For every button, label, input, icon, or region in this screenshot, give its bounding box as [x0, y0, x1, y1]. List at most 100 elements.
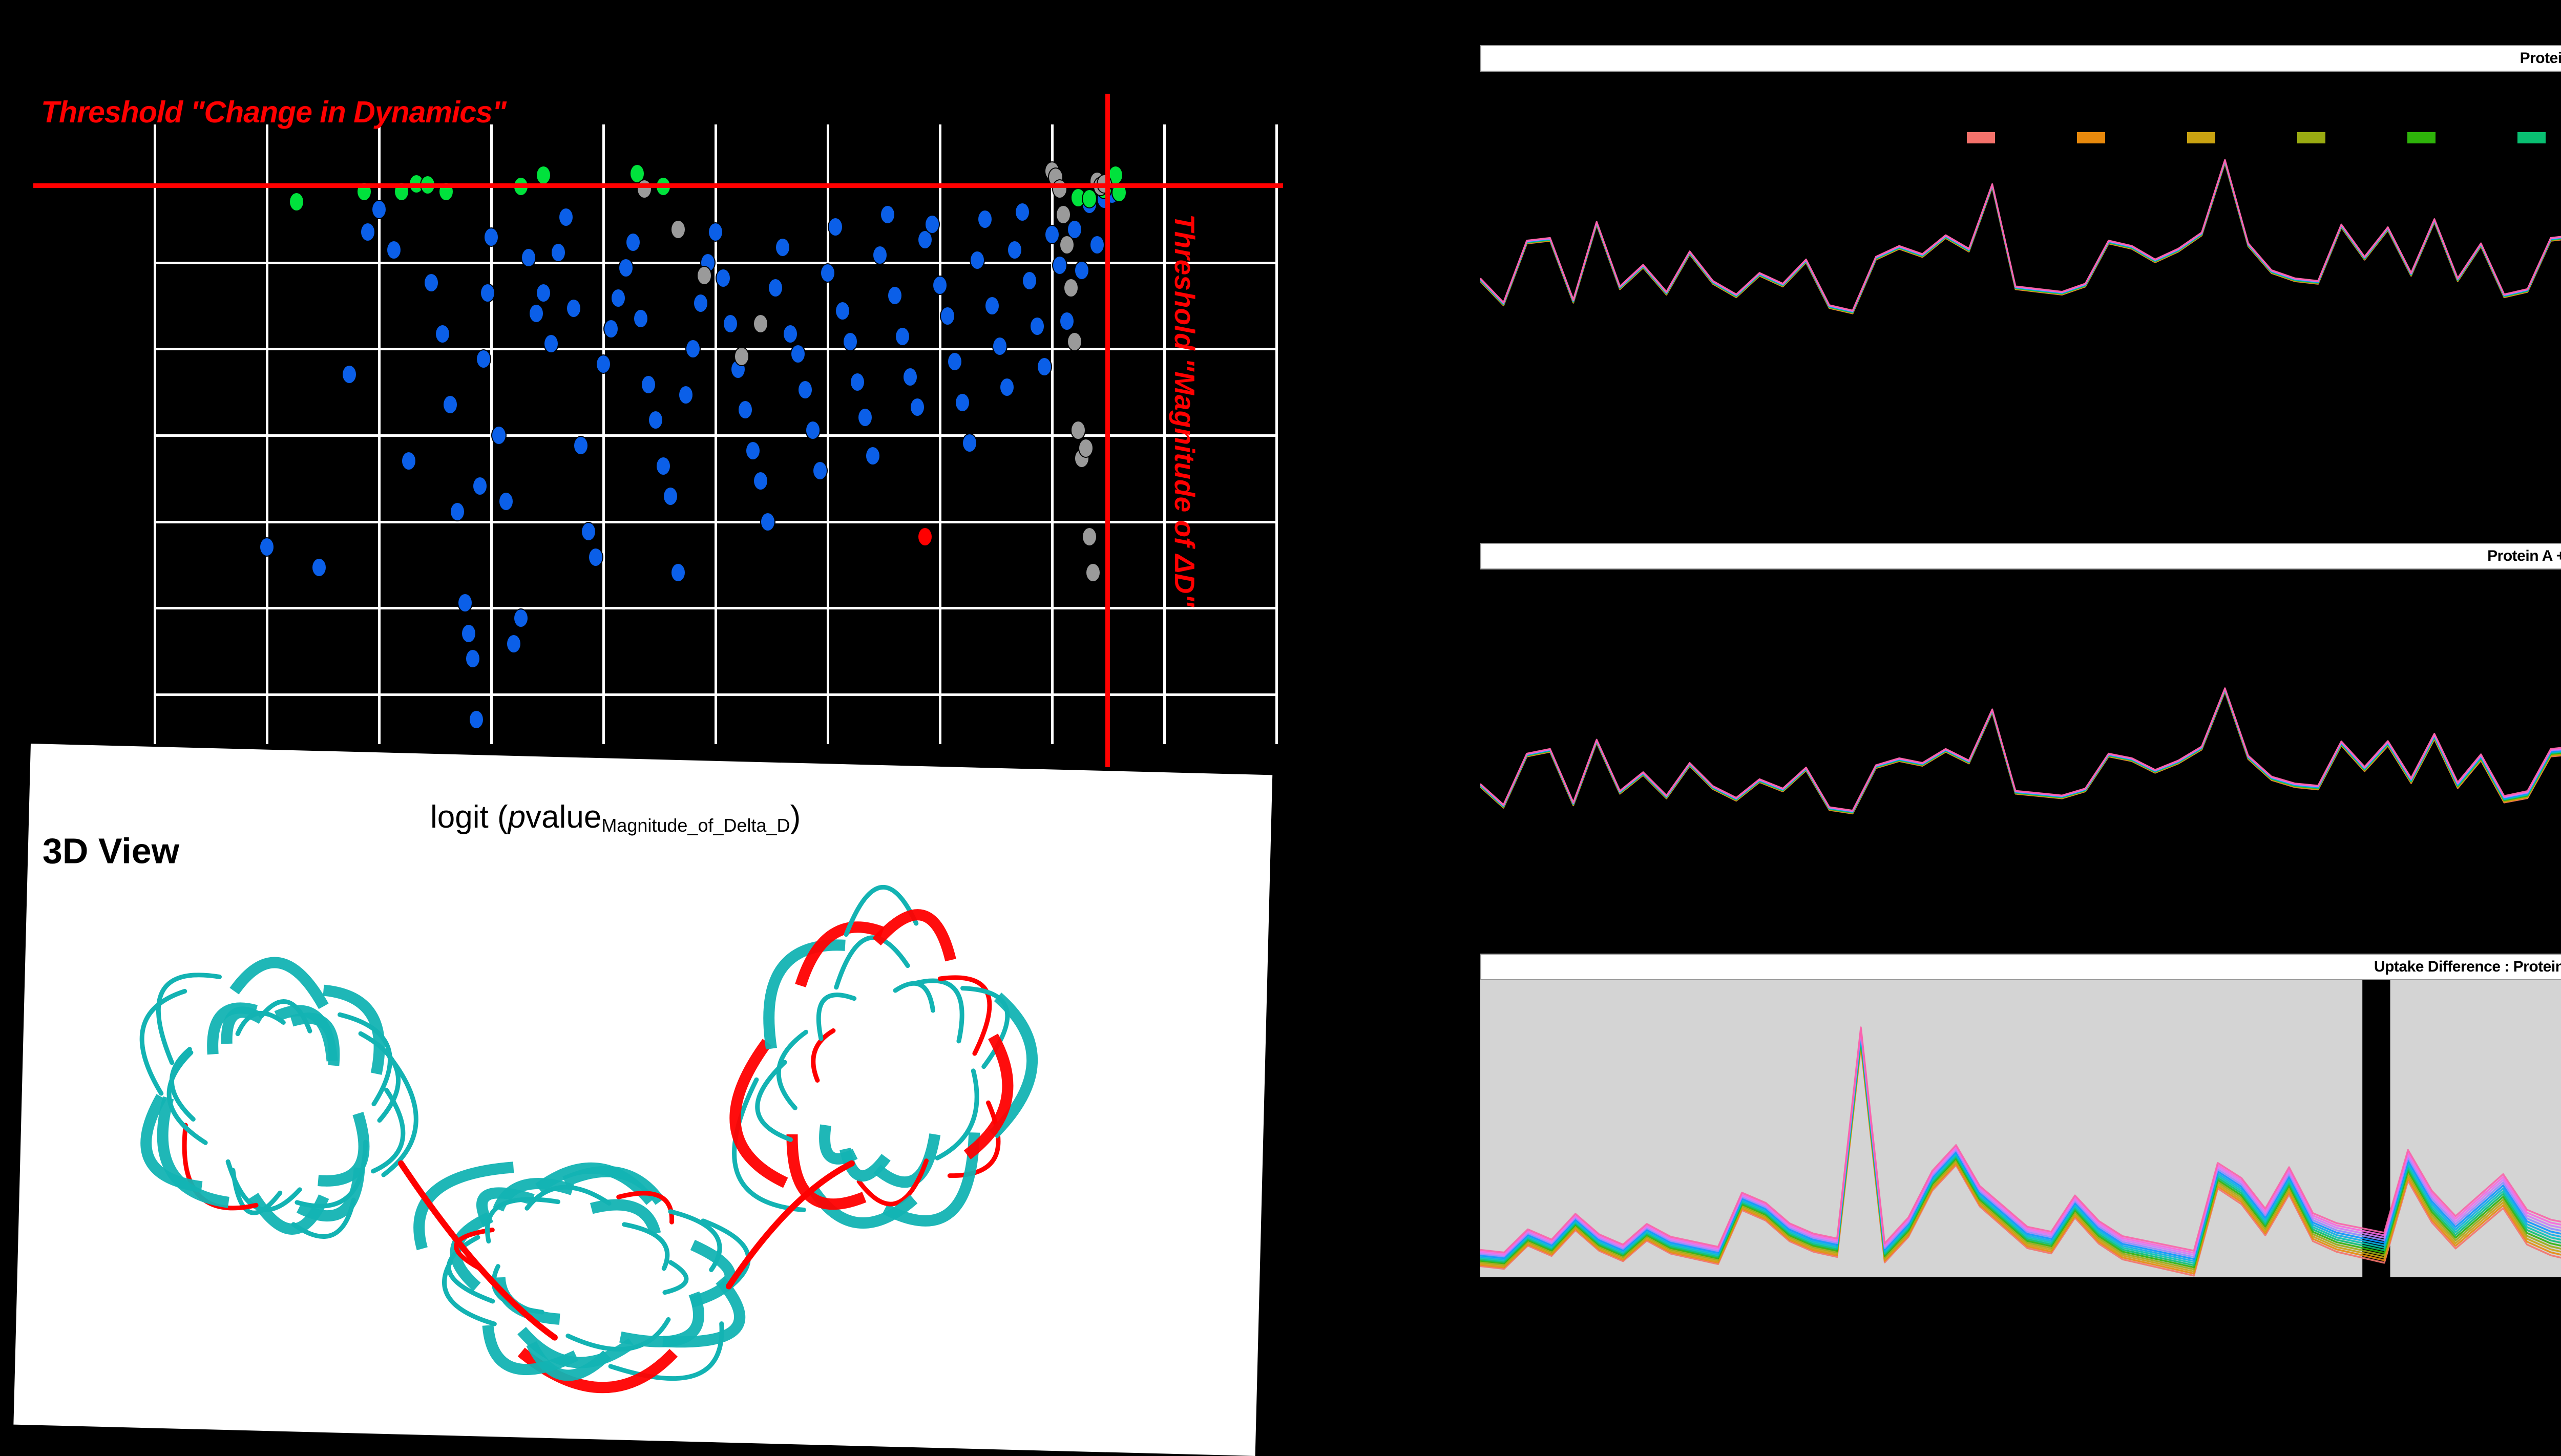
- scatter-point-significant[interactable]: [947, 352, 962, 371]
- scatter-point-highlight[interactable]: [917, 527, 933, 546]
- scatter-point-significant[interactable]: [360, 222, 375, 242]
- scatter-point-significant[interactable]: [910, 397, 925, 417]
- scatter-point-greyed[interactable]: [753, 314, 768, 333]
- scatter-point-significant[interactable]: [472, 476, 488, 496]
- scatter-point-significant[interactable]: [424, 273, 439, 292]
- scatter-point-significant[interactable]: [465, 649, 480, 668]
- scatter-point-significant[interactable]: [342, 365, 357, 384]
- scatter-point-significant[interactable]: [768, 278, 783, 298]
- scatter-point-significant[interactable]: [443, 395, 458, 414]
- scatter-point-significant[interactable]: [820, 263, 835, 283]
- scatter-point-significant[interactable]: [529, 304, 544, 323]
- scatter-point-greyed[interactable]: [1070, 420, 1086, 440]
- scatter-point-significant[interactable]: [461, 624, 476, 643]
- scatter-point-significant[interactable]: [828, 217, 843, 237]
- scatter-point-greyed[interactable]: [1067, 332, 1082, 351]
- scatter-point-significant[interactable]: [1052, 256, 1067, 275]
- scatter-point-significant[interactable]: [618, 258, 634, 278]
- scatter-point-significant[interactable]: [775, 238, 790, 257]
- scatter-point-significant[interactable]: [865, 446, 880, 466]
- scatter-point-significant[interactable]: [506, 634, 521, 653]
- scatter-point-significant[interactable]: [641, 375, 656, 394]
- scatter-point-significant[interactable]: [797, 380, 813, 399]
- scatter-point-significant[interactable]: [1059, 311, 1075, 331]
- scatter-point-significant[interactable]: [955, 393, 970, 412]
- scatter-point-significant[interactable]: [723, 314, 738, 333]
- scatter-point-above_threshold[interactable]: [536, 165, 551, 185]
- scatter-point-significant[interactable]: [850, 372, 865, 392]
- scatter-point-significant[interactable]: [835, 301, 850, 321]
- scatter-point-significant[interactable]: [790, 344, 806, 364]
- scatter-point-significant[interactable]: [1074, 261, 1089, 280]
- scatter-point-significant[interactable]: [588, 547, 603, 567]
- scatter-plot-container[interactable]: Threshold "Change in Dynamics" Threshold…: [154, 124, 1275, 744]
- scatter-point-significant[interactable]: [805, 420, 821, 440]
- scatter-point-significant[interactable]: [760, 512, 775, 532]
- plot-canvas-protein-a[interactable]: [1480, 72, 2561, 328]
- scatter-point-significant[interactable]: [513, 608, 529, 628]
- scatter-point-significant[interactable]: [902, 367, 918, 387]
- scatter-point-significant[interactable]: [693, 293, 708, 313]
- scatter-point-significant[interactable]: [1044, 225, 1060, 244]
- scatter-point-significant[interactable]: [521, 248, 536, 267]
- scatter-point-significant[interactable]: [738, 400, 753, 419]
- scatter-point-greyed[interactable]: [734, 347, 749, 366]
- scatter-point-significant[interactable]: [386, 240, 402, 260]
- scatter-point-significant[interactable]: [450, 502, 465, 521]
- scatter-point-significant[interactable]: [977, 209, 993, 229]
- scatter-point-significant[interactable]: [457, 593, 473, 613]
- scatter-point-significant[interactable]: [633, 309, 648, 328]
- scatter-point-significant[interactable]: [581, 522, 596, 541]
- scatter-point-significant[interactable]: [491, 426, 507, 445]
- scatter-point-significant[interactable]: [783, 324, 798, 344]
- scatter-point-significant[interactable]: [872, 245, 888, 265]
- scatter-point-greyed[interactable]: [697, 266, 712, 285]
- scatter-point-significant[interactable]: [480, 283, 495, 303]
- scatter-point-significant[interactable]: [1089, 235, 1105, 255]
- uptake-trace-series-0[interactable]: [1480, 163, 2561, 313]
- scatter-point-significant[interactable]: [401, 451, 416, 471]
- scatter-point-significant[interactable]: [476, 349, 491, 369]
- scatter-point-significant[interactable]: [970, 250, 985, 270]
- scatter-point-greyed[interactable]: [637, 179, 652, 199]
- scatter-point-significant[interactable]: [670, 563, 686, 582]
- scatter-point-significant[interactable]: [1015, 202, 1030, 222]
- scatter-point-significant[interactable]: [371, 200, 387, 219]
- 3d-view-card[interactable]: 3D View: [13, 744, 1272, 1456]
- scatter-point-significant[interactable]: [611, 288, 626, 308]
- scatter-point-greyed[interactable]: [1059, 235, 1075, 255]
- scatter-point-significant[interactable]: [887, 286, 902, 305]
- scatter-point-significant[interactable]: [558, 207, 574, 227]
- scatter-point-significant[interactable]: [484, 227, 499, 247]
- scatter-point-significant[interactable]: [843, 332, 858, 351]
- scatter-point-significant[interactable]: [566, 299, 581, 318]
- scatter-point-significant[interactable]: [932, 276, 948, 295]
- scatter-point-greyed[interactable]: [1052, 179, 1067, 199]
- scatter-point-significant[interactable]: [1030, 316, 1045, 336]
- scatter-point-significant[interactable]: [678, 385, 694, 405]
- scatter-point-significant[interactable]: [536, 283, 551, 303]
- scatter-point-greyed[interactable]: [1078, 438, 1094, 458]
- scatter-point-significant[interactable]: [625, 233, 641, 252]
- scatter-point-significant[interactable]: [573, 436, 589, 455]
- plot-protein-a[interactable]: Protein A: [1475, 45, 2561, 332]
- plot-canvas-protein-a-ligand[interactable]: [1480, 569, 2561, 826]
- scatter-point-significant[interactable]: [745, 441, 761, 460]
- scatter-point-significant[interactable]: [812, 461, 828, 480]
- scatter-point-significant[interactable]: [603, 319, 619, 339]
- protein-structure-viewport[interactable]: [73, 856, 1200, 1409]
- plot-canvas-uptake-difference[interactable]: [1480, 980, 2561, 1277]
- uptake-trace-series-0[interactable]: [1480, 691, 2561, 813]
- scatter-point-significant[interactable]: [1037, 357, 1052, 376]
- scatter-point-significant[interactable]: [753, 471, 768, 491]
- scatter-point-significant[interactable]: [984, 296, 1000, 315]
- scatter-plot-canvas[interactable]: [154, 124, 1275, 744]
- scatter-point-significant[interactable]: [551, 243, 566, 262]
- scatter-point-significant[interactable]: [656, 456, 671, 476]
- scatter-point-significant[interactable]: [543, 334, 559, 353]
- scatter-point-significant[interactable]: [716, 268, 731, 288]
- scatter-point-significant[interactable]: [880, 205, 895, 224]
- scatter-point-significant[interactable]: [685, 339, 701, 358]
- scatter-point-significant[interactable]: [992, 336, 1007, 356]
- scatter-point-significant[interactable]: [311, 558, 327, 577]
